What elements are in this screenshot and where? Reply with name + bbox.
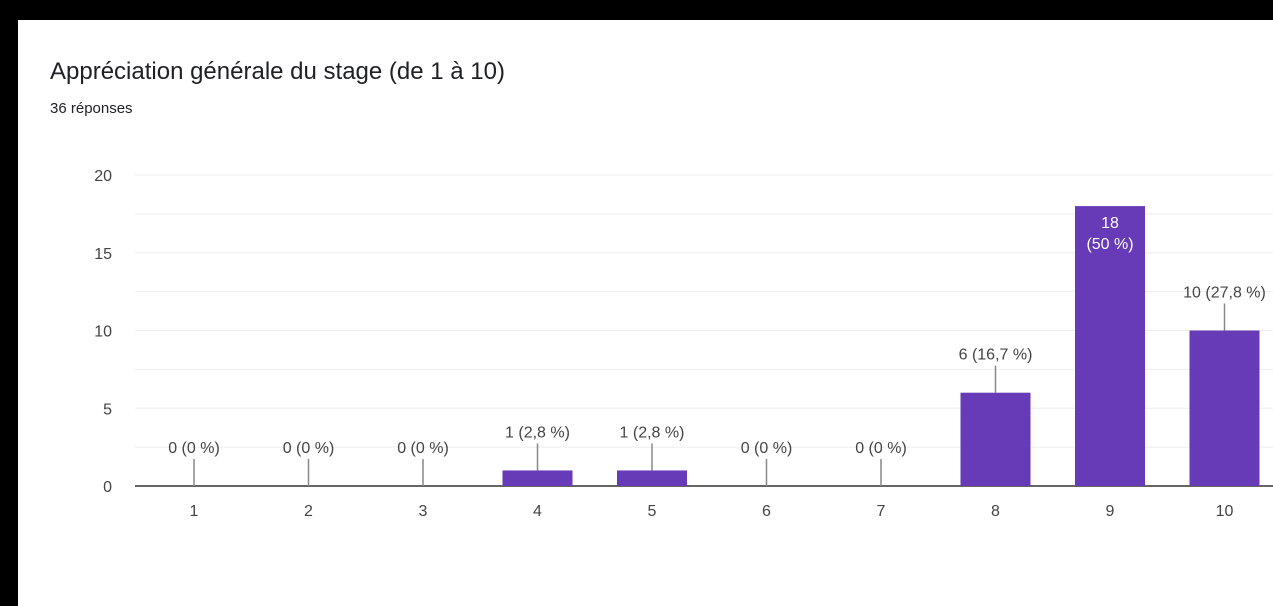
data-label: 1 (2,8 %) bbox=[620, 424, 685, 441]
bar bbox=[1189, 330, 1260, 486]
data-label: (50 %) bbox=[1086, 236, 1133, 253]
x-axis: 1 2 3 4 5 6 7 8 9 10 bbox=[190, 503, 1234, 520]
data-label: 0 (0 %) bbox=[283, 440, 335, 457]
data-label: 0 (0 %) bbox=[168, 440, 220, 457]
y-tick-label: 5 bbox=[103, 401, 112, 418]
x-tick-label: 7 bbox=[877, 503, 886, 520]
x-tick-label: 4 bbox=[533, 503, 542, 520]
bar bbox=[502, 470, 573, 486]
y-tick-label: 0 bbox=[103, 479, 112, 496]
x-tick-label: 8 bbox=[991, 503, 1000, 520]
y-tick-label: 20 bbox=[94, 168, 112, 185]
data-label: 10 (27,8 %) bbox=[1183, 285, 1266, 302]
y-tick-label: 15 bbox=[94, 246, 112, 263]
bars bbox=[502, 206, 1260, 486]
bar bbox=[960, 392, 1031, 486]
x-tick-label: 10 bbox=[1216, 503, 1234, 520]
bar bbox=[1075, 206, 1145, 486]
y-tick-label: 10 bbox=[94, 324, 112, 341]
x-tick-label: 2 bbox=[304, 503, 313, 520]
response-count: 36 réponses bbox=[50, 100, 133, 117]
x-tick-label: 3 bbox=[419, 503, 428, 520]
x-tick-label: 1 bbox=[190, 503, 199, 520]
data-label: 0 (0 %) bbox=[397, 440, 449, 457]
x-tick-label: 9 bbox=[1106, 503, 1115, 520]
x-tick-label: 6 bbox=[762, 503, 771, 520]
chart-title: Appréciation générale du stage (de 1 à 1… bbox=[50, 58, 505, 85]
data-label: 6 (16,7 %) bbox=[959, 347, 1033, 364]
data-label: 0 (0 %) bbox=[855, 440, 907, 457]
data-label: 1 (2,8 %) bbox=[505, 424, 570, 441]
x-tick-label: 5 bbox=[648, 503, 657, 520]
data-label: 0 (0 %) bbox=[741, 440, 793, 457]
bar bbox=[617, 470, 687, 486]
chart-card: Appréciation générale du stage (de 1 à 1… bbox=[18, 20, 1273, 606]
data-labels: 0 (0 %) 0 (0 %) 0 (0 %) 1 (2,8 %) 1 (2,8 %) 0… bbox=[168, 215, 1266, 486]
data-label: 18 bbox=[1101, 215, 1119, 232]
y-axis: 0 5 10 15 20 bbox=[94, 168, 112, 496]
